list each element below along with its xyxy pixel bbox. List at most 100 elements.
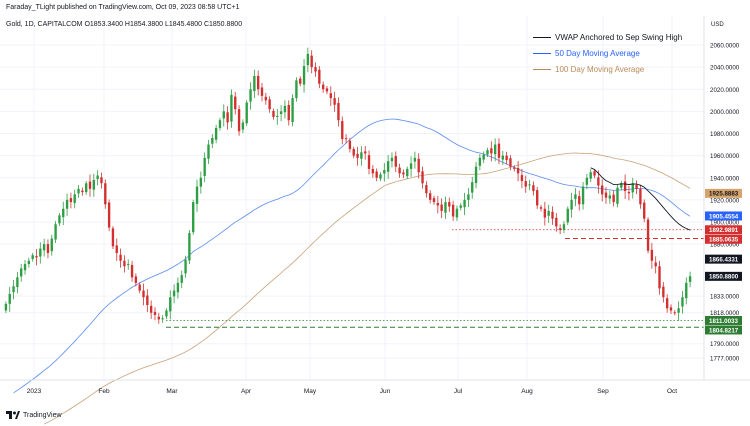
candle <box>371 165 375 178</box>
candle <box>138 282 141 294</box>
candle-body <box>302 66 306 85</box>
price-label-text: 1866.4331 <box>709 256 739 263</box>
candle-body <box>165 310 168 317</box>
candle <box>421 166 424 189</box>
candle-body <box>222 111 225 119</box>
candle <box>654 256 657 274</box>
candle <box>444 196 447 219</box>
candle <box>643 199 646 223</box>
x-tick-label: 2023 <box>27 388 42 395</box>
legend-ma100-label: 100 Day Moving Average <box>555 65 645 74</box>
candle-body <box>245 102 248 124</box>
legend-ma100[interactable]: 100 Day Moving Average <box>533 65 644 74</box>
candle-body <box>287 104 290 121</box>
candle <box>497 138 501 165</box>
tradingview-brand[interactable]: TradingView <box>6 411 62 419</box>
candle <box>620 180 623 191</box>
candle-body <box>138 284 141 291</box>
candle-body <box>566 208 569 223</box>
candle-body <box>58 215 61 224</box>
candle <box>100 172 103 189</box>
candle-body <box>383 170 386 174</box>
candle <box>501 150 504 165</box>
candle <box>325 86 329 95</box>
price-axis[interactable]: 2060.0000 2040.0000 2020.0000 2000.0000 1980… <box>710 43 740 363</box>
candle-body <box>46 244 50 253</box>
candle <box>574 188 577 207</box>
candle <box>295 77 298 102</box>
candle-body <box>264 96 268 101</box>
candle <box>299 76 302 87</box>
candle <box>314 62 317 77</box>
candle-body <box>486 150 489 155</box>
candle <box>172 284 176 304</box>
candle <box>578 190 581 211</box>
candle-body <box>551 211 554 219</box>
candle-body <box>482 154 485 160</box>
candle <box>623 174 627 199</box>
y-tick-label: 1980.0000 <box>710 131 740 138</box>
legend-ma50[interactable]: 50 Day Moving Average <box>533 49 640 58</box>
candle-body <box>493 144 497 155</box>
candle <box>440 198 443 219</box>
candle <box>169 290 172 320</box>
candle-body <box>73 194 76 203</box>
candle <box>58 213 61 226</box>
time-axis[interactable]: 2023 Feb Mar Apr May Jun Jul Aug Sep Oct <box>27 388 677 395</box>
candle-body <box>149 305 153 313</box>
candle-body <box>142 290 145 298</box>
candle <box>333 91 336 112</box>
candle-body <box>253 75 256 92</box>
price-label: 1925.8883 <box>705 188 742 198</box>
candle-body <box>268 99 271 110</box>
tradingview-brand-label: TradingView <box>23 411 62 419</box>
candle <box>681 291 684 314</box>
candle <box>386 154 390 179</box>
ma100-line <box>43 152 691 425</box>
candle-body <box>364 151 367 154</box>
candle-body <box>39 248 42 257</box>
candle <box>184 255 187 278</box>
candle-body <box>16 277 19 288</box>
price-label: 1885.0635 <box>705 234 742 244</box>
candle-body <box>35 256 38 258</box>
candle-body <box>333 98 336 105</box>
candle-body <box>467 194 470 200</box>
candle-body <box>444 202 447 213</box>
candle-body <box>455 208 459 218</box>
candle-body <box>669 307 673 311</box>
candle-body <box>318 69 321 84</box>
candle-body <box>23 264 27 271</box>
candle <box>658 260 661 295</box>
grid <box>0 16 704 380</box>
candle <box>127 259 130 270</box>
legend-vwap[interactable]: VWAP Anchored to Sep Swing High <box>533 33 682 42</box>
candle <box>4 301 8 314</box>
candle <box>134 273 138 287</box>
candle-body <box>432 198 436 203</box>
candle-body <box>509 158 512 167</box>
candle <box>367 150 371 175</box>
candle <box>256 70 260 96</box>
candle <box>555 213 558 232</box>
candle <box>409 156 413 177</box>
candle-body <box>203 157 206 176</box>
candle <box>513 165 516 172</box>
candle-body <box>104 183 107 205</box>
candle <box>260 82 264 102</box>
candle-body <box>62 208 65 218</box>
candle <box>149 300 153 319</box>
candle-body <box>329 93 332 99</box>
candle-body <box>428 193 432 200</box>
candle-body <box>283 105 287 113</box>
candle <box>673 309 676 316</box>
candle-body <box>180 275 183 283</box>
candle-body <box>394 156 397 167</box>
candle <box>222 104 225 127</box>
candle-body <box>169 297 172 312</box>
candle <box>566 206 569 226</box>
y-tick-label: 2000.0000 <box>710 109 740 116</box>
candle-body <box>665 298 669 309</box>
candle-body <box>348 140 352 149</box>
